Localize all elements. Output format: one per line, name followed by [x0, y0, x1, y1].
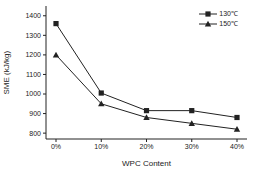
svg-text:20%: 20%: [139, 143, 153, 150]
svg-text:40%: 40%: [230, 143, 244, 150]
svg-text:900: 900: [29, 110, 41, 117]
svg-text:WPC Content: WPC Content: [122, 159, 172, 168]
svg-text:1100: 1100: [26, 71, 41, 78]
svg-text:SME (kJ/kg): SME (kJ/kg): [8, 51, 11, 95]
svg-text:0%: 0%: [51, 143, 61, 150]
svg-text:1300: 1300: [25, 32, 41, 39]
svg-text:1000: 1000: [25, 90, 41, 97]
svg-text:800: 800: [29, 130, 41, 137]
svg-text:1200: 1200: [25, 51, 41, 58]
svg-text:10%: 10%: [94, 143, 108, 150]
html-text:130℃: 130℃: [219, 10, 238, 17]
svg-text:1400: 1400: [25, 12, 41, 19]
svg-text:30%: 30%: [185, 143, 199, 150]
html-text:150℃: 150℃: [219, 20, 238, 27]
